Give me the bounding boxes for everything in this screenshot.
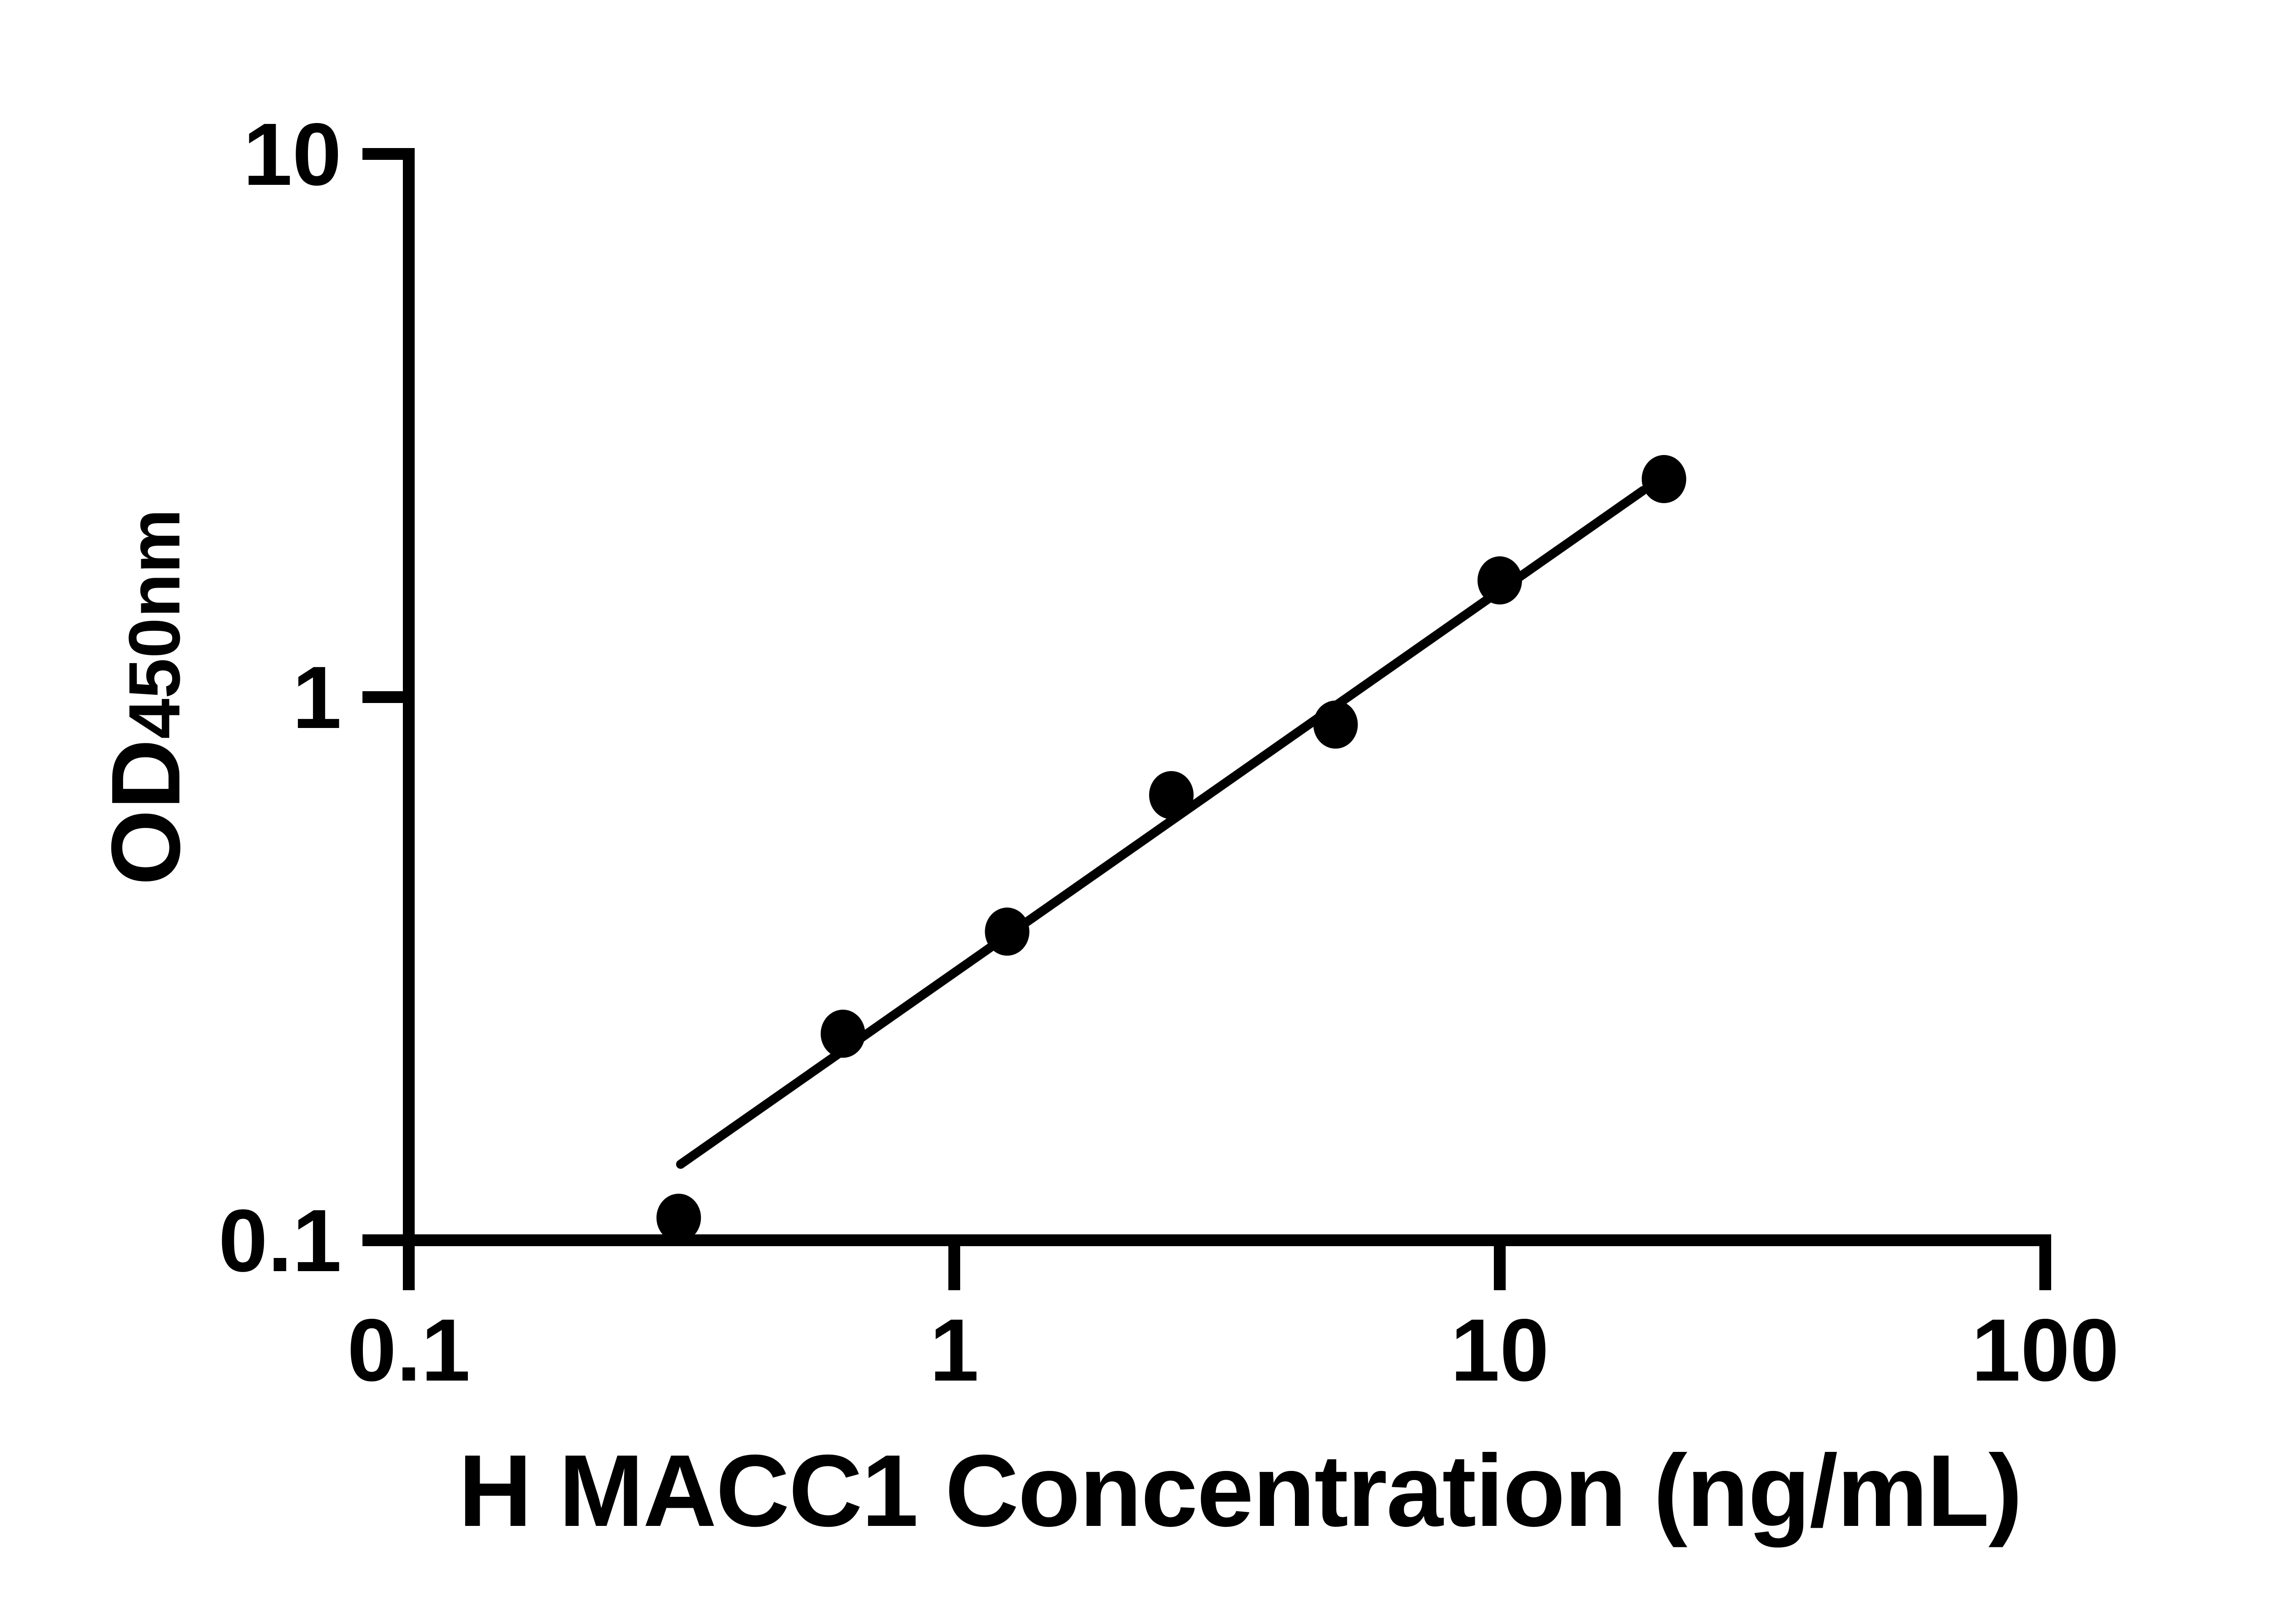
y-tick-label-0.1: 0.1 xyxy=(218,1191,342,1290)
data-point-2 xyxy=(985,907,1030,956)
data-point-4 xyxy=(1313,700,1358,749)
x-tick-label-100: 100 xyxy=(1971,1301,2119,1400)
data-point-6 xyxy=(1641,455,1686,503)
data-point-3 xyxy=(1149,771,1194,819)
y-tick-label-10: 10 xyxy=(243,105,342,204)
x-tick-label-10: 10 xyxy=(1451,1301,1549,1400)
y-axis-title-sub: 450nm xyxy=(114,509,195,739)
data-point-5 xyxy=(1478,556,1522,605)
plot-area: 0.1 1 10 0.1 1 10 100 xyxy=(218,105,2119,1400)
y-tick-label-1: 1 xyxy=(293,648,342,747)
x-tick-label-0.1: 0.1 xyxy=(347,1301,470,1400)
data-point-1 xyxy=(820,1010,865,1058)
y-axis-title-main: OD xyxy=(91,739,200,886)
y-axis-title: OD450nm xyxy=(91,509,200,885)
x-tick-label-1: 1 xyxy=(930,1301,979,1400)
x-axis-title: H MACC1 Concentration (ng/mL) xyxy=(458,1433,2022,1548)
data-point-0 xyxy=(656,1193,701,1242)
